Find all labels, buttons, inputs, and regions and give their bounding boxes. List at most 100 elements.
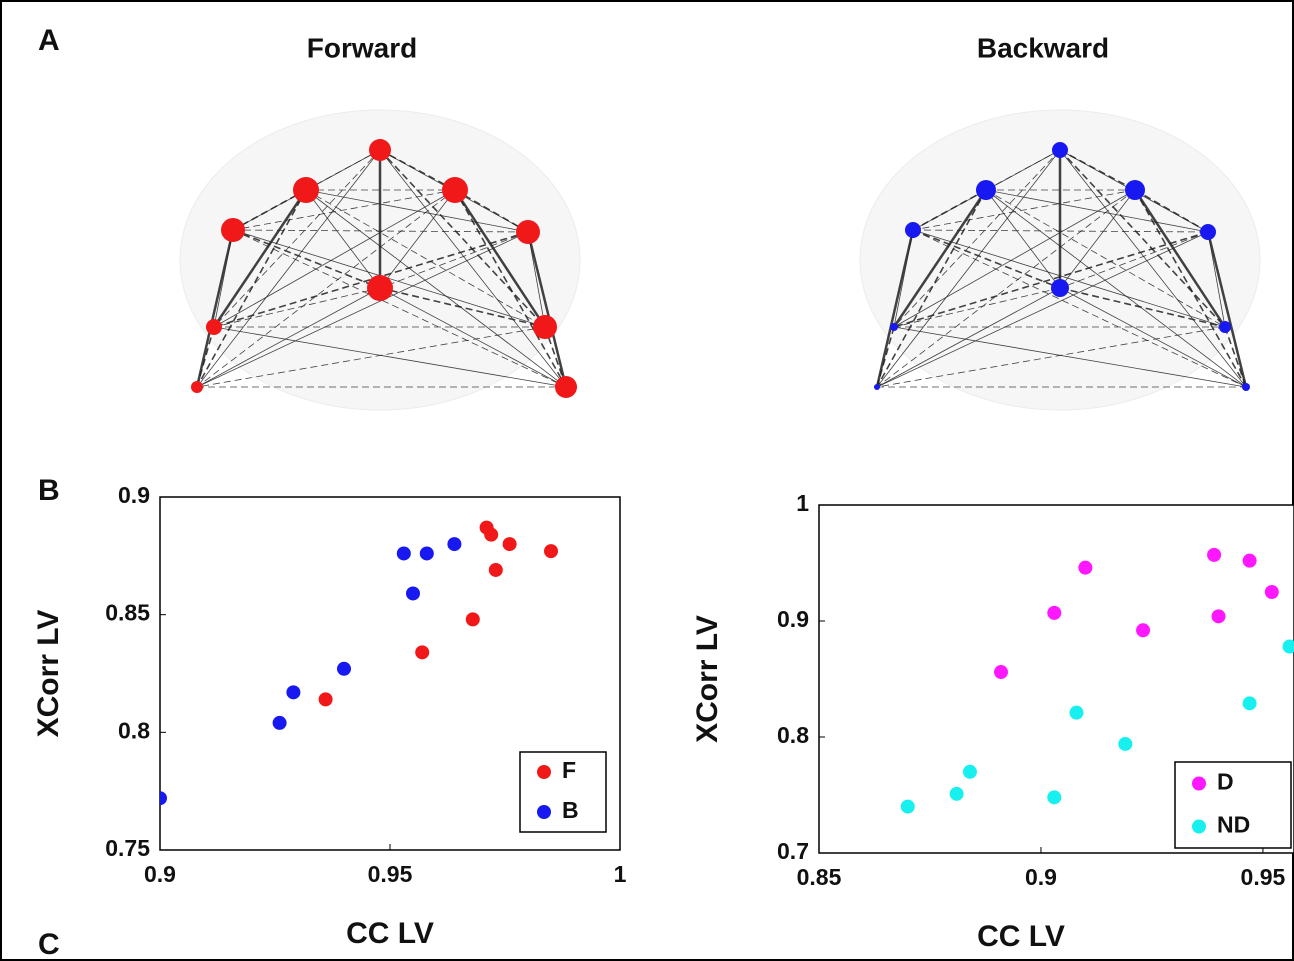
edge bbox=[232, 189, 456, 231]
network bbox=[859, 109, 1261, 411]
point bbox=[337, 661, 351, 676]
edge bbox=[1133, 189, 1227, 328]
edge bbox=[893, 149, 1061, 328]
edge bbox=[876, 287, 1061, 388]
edge bbox=[1059, 149, 1247, 388]
legend-marker bbox=[1192, 819, 1206, 834]
x-tick-label: 0.9 bbox=[144, 861, 176, 887]
point bbox=[396, 546, 411, 561]
edge bbox=[232, 229, 567, 388]
edge bbox=[893, 287, 1061, 328]
edge bbox=[876, 326, 1226, 388]
edge bbox=[1059, 149, 1226, 328]
node bbox=[890, 323, 898, 331]
edge bbox=[876, 189, 1136, 388]
node bbox=[1200, 224, 1216, 240]
edge bbox=[1059, 287, 1247, 388]
legend bbox=[1174, 761, 1292, 849]
point bbox=[1264, 585, 1279, 599]
x-tick-label: 0.9 bbox=[1025, 864, 1057, 890]
y-tick-label: 0.75 bbox=[105, 835, 150, 861]
point bbox=[1047, 790, 1062, 805]
y-axis-label: XCorr LV bbox=[691, 615, 724, 743]
legend bbox=[519, 751, 607, 833]
point bbox=[286, 685, 301, 700]
y-tick-label: 0.9 bbox=[777, 606, 809, 632]
point bbox=[1069, 705, 1084, 720]
node bbox=[1125, 180, 1145, 200]
node bbox=[442, 177, 468, 203]
node bbox=[905, 222, 921, 238]
x-axis-label: CC LV bbox=[346, 917, 434, 950]
edge bbox=[213, 287, 381, 328]
edge bbox=[379, 189, 456, 289]
legend-marker bbox=[537, 765, 551, 779]
node bbox=[555, 376, 577, 398]
edge bbox=[232, 229, 529, 233]
point bbox=[318, 692, 333, 707]
edge bbox=[379, 287, 567, 388]
edge bbox=[985, 189, 1209, 233]
node bbox=[874, 384, 880, 390]
edge bbox=[1206, 231, 1248, 388]
edge bbox=[379, 231, 529, 289]
edge bbox=[232, 229, 381, 289]
edge bbox=[454, 189, 567, 388]
edge bbox=[196, 326, 546, 388]
point bbox=[415, 645, 430, 660]
y-tick-label: 0.8 bbox=[777, 722, 809, 748]
edge bbox=[1134, 189, 1247, 388]
panel-label: A bbox=[38, 24, 60, 57]
point bbox=[544, 544, 558, 559]
edge bbox=[212, 189, 308, 328]
edge bbox=[213, 149, 381, 328]
node bbox=[1219, 321, 1231, 333]
edge bbox=[985, 189, 1226, 328]
edge bbox=[1059, 231, 1209, 289]
node bbox=[1051, 279, 1069, 297]
panel-label: C bbox=[38, 928, 60, 961]
edge bbox=[912, 189, 1136, 231]
network-title: Forward bbox=[307, 32, 417, 63]
node bbox=[293, 177, 319, 203]
node bbox=[1242, 383, 1250, 391]
edge bbox=[893, 326, 1247, 388]
edge bbox=[985, 189, 1247, 388]
edge bbox=[1134, 189, 1209, 233]
edge bbox=[379, 149, 567, 388]
node bbox=[516, 220, 540, 244]
edge bbox=[196, 189, 307, 388]
x-tick-label: 1 bbox=[614, 861, 627, 887]
edge bbox=[876, 149, 1061, 388]
edge bbox=[912, 189, 987, 231]
point bbox=[419, 546, 434, 561]
point bbox=[1242, 696, 1257, 711]
node bbox=[206, 319, 222, 335]
edge bbox=[912, 229, 1061, 289]
point bbox=[465, 612, 480, 627]
point bbox=[488, 562, 503, 577]
point bbox=[160, 791, 167, 806]
edge bbox=[379, 287, 546, 328]
edge bbox=[232, 189, 307, 231]
edge bbox=[305, 189, 567, 388]
node bbox=[976, 180, 996, 200]
point bbox=[1136, 623, 1151, 638]
x-axis-label: CC LV bbox=[977, 920, 1065, 953]
network-title: Backward bbox=[977, 32, 1109, 63]
point bbox=[502, 537, 517, 552]
point bbox=[1047, 605, 1062, 620]
network bbox=[179, 109, 581, 411]
point bbox=[1207, 547, 1222, 562]
edge bbox=[876, 231, 1209, 388]
point bbox=[447, 537, 462, 552]
edge bbox=[196, 231, 529, 388]
edge bbox=[454, 189, 529, 233]
legend-marker bbox=[1192, 776, 1206, 791]
node bbox=[369, 139, 391, 161]
node bbox=[367, 275, 393, 301]
point bbox=[1242, 553, 1257, 568]
y-axis-label: XCorr LV bbox=[32, 610, 65, 738]
point bbox=[1211, 609, 1226, 624]
